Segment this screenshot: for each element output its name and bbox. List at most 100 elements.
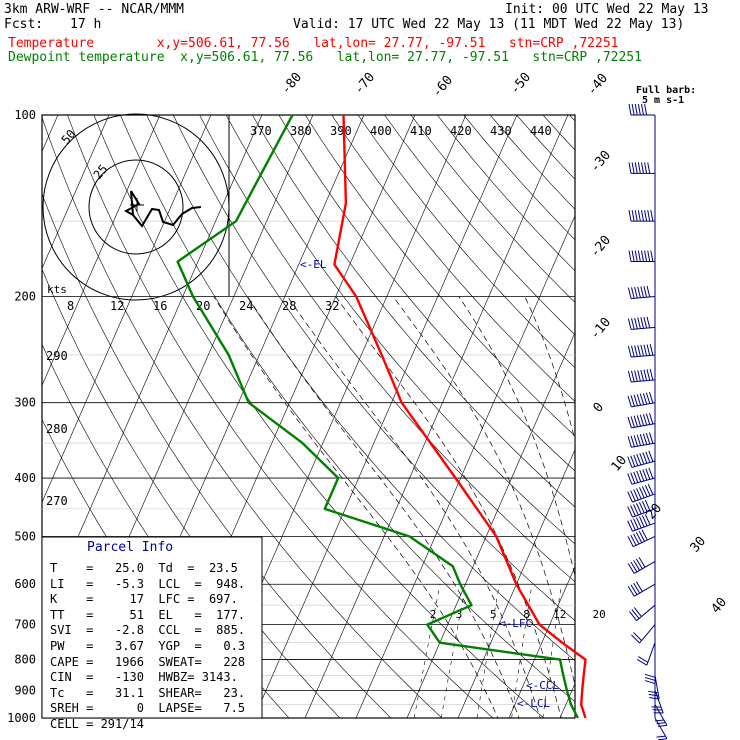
wind-barb-flag	[633, 560, 641, 571]
wind-barb-flag	[656, 735, 666, 738]
wind-barb-flag	[627, 563, 635, 574]
wind-barb-flag	[636, 415, 642, 427]
hodograph-speed-label: 24	[239, 299, 253, 313]
wind-barb-flag	[638, 502, 645, 514]
hodograph-speed-label: 12	[110, 299, 124, 313]
moist-adiabat	[247, 296, 520, 718]
isotherm	[42, 115, 212, 504]
isotherm	[253, 115, 518, 718]
wind-barb-flag	[634, 345, 638, 357]
wind-barb-flag	[630, 561, 638, 573]
wind-barb-flag	[638, 656, 649, 663]
parcel-info-row: SREH = 0 LAPSE= 7.5	[50, 701, 246, 716]
isotherm	[457, 448, 575, 718]
pressure-label-1000: 1000	[7, 711, 36, 725]
wind-barb-flag	[636, 503, 642, 515]
moist-adiabat	[287, 296, 541, 718]
wind-barb-flag	[631, 609, 640, 619]
wind-barb-flag	[639, 393, 645, 405]
wind-barb	[636, 604, 656, 621]
isotherm-label: 10	[609, 453, 631, 475]
wind-barb-flag	[644, 676, 656, 681]
wind-barb-flag	[633, 632, 642, 641]
dry-adiabat	[93, 115, 545, 718]
dry-adiabat	[516, 115, 575, 180]
isotherm-label: -60	[430, 73, 457, 101]
wind-barb	[654, 717, 668, 740]
wind-barb-flag	[640, 162, 644, 174]
parcel-info-row: TT = 51 EL = 177.	[50, 607, 246, 622]
wind-barb-flag	[642, 452, 648, 464]
wind-barb-flag	[638, 557, 646, 568]
dry-adiabat	[331, 115, 575, 402]
wind-barb-flag	[643, 317, 648, 329]
wind-barb-flag	[637, 286, 641, 298]
isotherm	[713, 115, 740, 718]
wind-barb-flag	[645, 432, 651, 445]
annotation: <-CCL	[526, 679, 559, 692]
theta-label: 390	[330, 124, 352, 138]
wind-barb-flag	[631, 287, 635, 299]
moist-adiabat	[458, 296, 575, 578]
wind-barb-flag	[627, 536, 634, 547]
wind-barb-flag	[635, 532, 643, 543]
wind-barb-flag	[633, 518, 639, 530]
wind-barb-flag	[627, 491, 633, 503]
wind-barb-flag	[633, 582, 641, 594]
wind-barb-flag	[643, 286, 648, 298]
wind-barb-flag	[639, 470, 645, 482]
parcel-info-title: Parcel Info	[87, 540, 174, 555]
hodograph-storm-motion	[130, 198, 144, 212]
isotherm-label: -40	[585, 71, 612, 99]
wind-barb-flag	[646, 316, 651, 328]
dry-adiabat	[278, 115, 575, 472]
isotherm-label: 40	[709, 595, 731, 617]
wind-barb-flag	[639, 453, 645, 465]
wind-barb-flag	[630, 472, 636, 484]
wind-barb-flag	[634, 370, 638, 382]
dewpoint-legend: Dewpoint temperature x,y=506.61, 77.56 l…	[8, 50, 642, 65]
annotation: <-EL	[300, 258, 327, 271]
parcel-info-row: LI = -5.3 LCL = 948.	[50, 576, 246, 591]
wind-barb-flag	[649, 696, 660, 700]
wind-barb	[654, 704, 668, 726]
mixing-ratio-line	[413, 584, 441, 718]
wind-barb-flag	[627, 287, 632, 299]
theta-label: 420	[450, 124, 472, 138]
dry-adiabat	[463, 115, 575, 241]
dry-adiabat	[437, 115, 575, 272]
parcel-info-row: T = 25.0 Td = 23.5	[50, 561, 238, 575]
wind-barb-flag	[649, 344, 654, 356]
parcel-info-row: CIN = -130 HWBZ= 3143.	[50, 670, 238, 685]
mixing-ratio-line	[440, 584, 466, 718]
hodograph-ring-50	[42, 113, 230, 301]
wind-barb-flag	[636, 454, 642, 466]
wind-barb-flag	[627, 586, 635, 597]
wind-barb-flag	[640, 286, 645, 298]
wind-barb-flag	[637, 345, 641, 357]
wind-barb-flag	[649, 413, 654, 425]
wind-barb-flag	[638, 516, 645, 528]
parcel-info-row: CAPE = 1966 SWEAT= 228	[50, 654, 246, 669]
wind-barb-flag	[630, 490, 636, 502]
wind-barb-flag	[633, 415, 638, 427]
wind-barb-flag	[633, 489, 639, 501]
wind-barb-flag	[631, 634, 640, 644]
mixing-ratio-label: 8	[523, 608, 530, 621]
hodograph-ring-25	[88, 159, 184, 255]
mixing-ratio-line	[542, 584, 562, 718]
hodograph-speed-label: 28	[282, 299, 296, 313]
wind-barb-flag	[633, 533, 640, 545]
mixing-ratio-label: 2	[430, 608, 437, 621]
wind-barb-flag	[637, 103, 641, 116]
dry-adiabat	[542, 115, 575, 151]
wind-barb-flag	[630, 519, 636, 531]
mixing-ratio-line	[511, 584, 533, 718]
wind-barb-flag	[644, 250, 648, 262]
wind-barb-flag	[637, 317, 641, 329]
wind-barb-flag	[627, 370, 632, 383]
isotherm-label: -10	[588, 315, 615, 343]
hodograph-trace	[123, 190, 202, 228]
wind-barb-flag	[634, 210, 638, 222]
wind-barb-flag	[645, 413, 651, 425]
